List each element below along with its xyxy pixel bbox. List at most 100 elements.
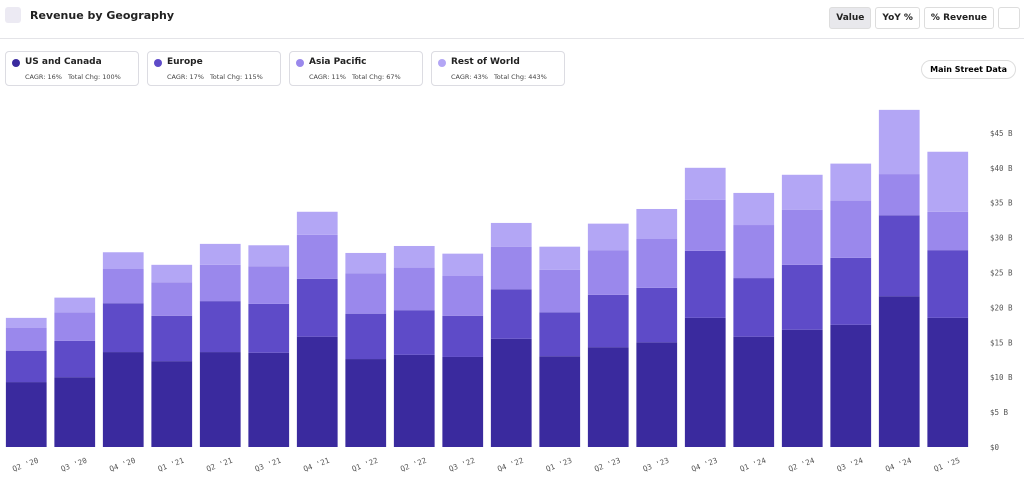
x-tick-label: Q2 '22	[399, 456, 428, 474]
bar-segment	[393, 354, 435, 447]
bar-segment	[781, 264, 823, 330]
legend-label: US and Canada	[25, 57, 102, 67]
bar-segment	[781, 174, 823, 210]
bar-segment	[636, 342, 678, 447]
legend-label: Asia Pacific	[309, 57, 367, 67]
cagr: CAGR: 43%	[451, 73, 488, 81]
bar-segment	[199, 352, 241, 447]
bar-segment	[102, 252, 144, 270]
bar-segment	[199, 301, 241, 353]
legend-stats: CAGR: 43% Total Chg: 443%	[451, 73, 547, 81]
bar-segment	[878, 215, 920, 297]
total-change: Total Chg: 67%	[351, 73, 401, 81]
total-change: Total Chg: 100%	[67, 73, 121, 81]
x-tick-label: Q4 '20	[108, 456, 137, 474]
bar-segment	[830, 200, 872, 258]
legend-swatch	[296, 59, 304, 67]
bar-segment	[878, 109, 920, 175]
bar-segment	[927, 317, 969, 447]
bar-segment	[636, 287, 678, 343]
bar-segment	[587, 250, 629, 295]
refresh-button[interactable]	[998, 7, 1020, 29]
bar-segment	[733, 336, 775, 447]
bar-segment	[151, 361, 193, 447]
bar-segment	[781, 329, 823, 447]
bar-segment	[927, 151, 969, 212]
bar-segment	[490, 246, 532, 290]
bar-segment	[636, 238, 678, 288]
y-tick-label: $40 B	[990, 164, 1013, 173]
bar-segment	[587, 294, 629, 348]
y-tick-label: $15 B	[990, 338, 1013, 347]
bar-segment	[490, 338, 532, 447]
bar-segment	[151, 264, 193, 283]
header: Revenue by Geography Value YoY % % Reven…	[0, 0, 1024, 39]
bar-segment	[490, 222, 532, 247]
bar-segment	[442, 356, 484, 447]
badge[interactable]: Main Street Data	[921, 60, 1016, 79]
y-tick-label: $10 B	[990, 373, 1013, 382]
y-tick-label: $25 B	[990, 269, 1013, 278]
bar-segment	[684, 317, 726, 447]
legend-item: Rest of World CAGR: 43% Total Chg: 443%	[431, 51, 565, 86]
bar-segment	[442, 253, 484, 276]
bar-segment	[781, 209, 823, 265]
bar-segment	[102, 269, 144, 304]
legend-stats: CAGR: 16% Total Chg: 100%	[25, 73, 121, 81]
x-tick-label: Q1 '22	[351, 456, 380, 474]
bar-segment	[345, 252, 387, 274]
bar-segment	[442, 275, 484, 316]
bar-segment	[830, 257, 872, 325]
y-tick-label: $5 B	[990, 408, 1009, 417]
bar-segment	[5, 350, 47, 383]
bar-segment	[587, 223, 629, 251]
bar-segment	[248, 245, 290, 267]
bar-segment	[733, 192, 775, 226]
legend-stats: CAGR: 17% Total Chg: 115%	[167, 73, 263, 81]
bar-segment	[927, 211, 969, 251]
legend-item: Europe CAGR: 17% Total Chg: 115%	[147, 51, 281, 86]
bar-segment	[54, 377, 96, 447]
bar-segment	[345, 359, 387, 447]
cagr: CAGR: 11%	[309, 73, 346, 81]
bar-segment	[393, 267, 435, 311]
x-tick-label: Q1 '25	[933, 456, 962, 474]
bar-segment	[539, 312, 581, 357]
bar-segment	[54, 340, 96, 378]
bar-segment	[393, 310, 435, 355]
bar-segment	[54, 297, 96, 313]
legend-label: Rest of World	[451, 57, 520, 67]
cagr: CAGR: 16%	[25, 73, 62, 81]
bar-segment	[539, 356, 581, 447]
button[interactable]: YoY %	[875, 7, 920, 29]
button[interactable]: Value	[829, 7, 872, 29]
bar-segment	[199, 264, 241, 302]
bar-segment	[102, 303, 144, 353]
x-tick-label: Q2 '24	[787, 456, 816, 474]
legend-stats: CAGR: 11% Total Chg: 67%	[309, 73, 401, 81]
bar-segment	[927, 250, 969, 318]
bar-segment	[248, 266, 290, 304]
bar-segment	[54, 312, 96, 341]
chart-icon	[5, 7, 21, 23]
legend-swatch	[154, 59, 162, 67]
x-tick-label: Q1 '24	[739, 456, 768, 474]
bar-segment	[442, 315, 484, 357]
bar-segment	[830, 163, 872, 201]
bar-segment	[5, 382, 47, 447]
x-tick-label: Q2 '21	[205, 456, 234, 474]
bar-segment	[490, 289, 532, 339]
x-tick-label: Q2 '23	[593, 456, 622, 474]
title: Revenue by Geography	[30, 9, 175, 22]
x-tick-label: Q4 '23	[690, 456, 719, 474]
bar-segment	[636, 208, 678, 239]
y-tick-label: $35 B	[990, 199, 1013, 208]
x-tick-label: Q2 '20	[11, 456, 40, 474]
bar-segment	[151, 315, 193, 362]
bar-segment	[684, 250, 726, 318]
button[interactable]: % Revenue	[923, 7, 994, 29]
bar-segment	[151, 282, 193, 316]
x-tick-label: Q3 '21	[254, 456, 283, 474]
